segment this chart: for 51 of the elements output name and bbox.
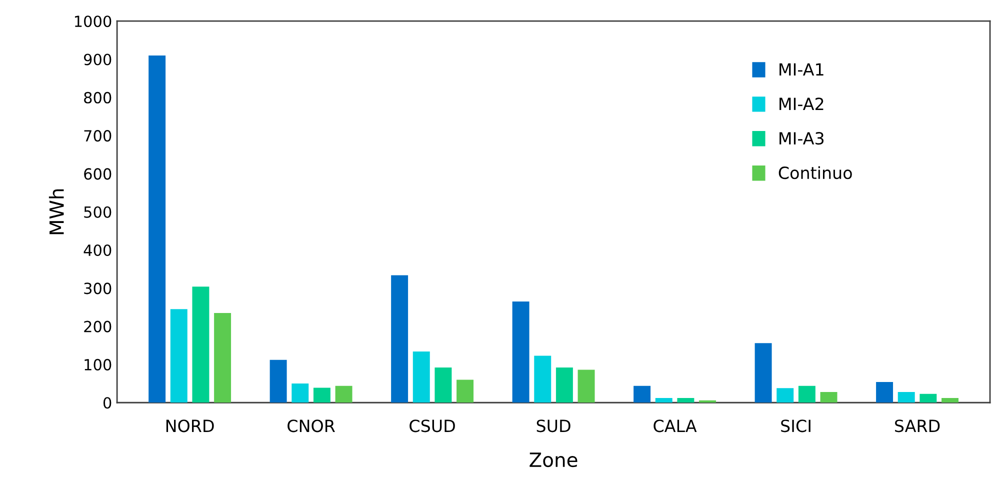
y-tick-label: 500 — [84, 206, 112, 218]
x-tick-label: NORD — [166, 420, 214, 432]
x-tick-label: SARD — [895, 420, 940, 432]
x-tick-label: SICI — [781, 420, 810, 432]
bar — [534, 356, 552, 403]
bar — [391, 275, 408, 403]
bar — [148, 55, 166, 403]
bar — [677, 398, 694, 403]
bar — [920, 394, 937, 403]
x-tick-label: SUD — [536, 420, 570, 432]
bar — [170, 309, 188, 403]
legend-label: MI-A2 — [780, 98, 824, 110]
bar — [776, 388, 794, 403]
bar — [634, 386, 651, 403]
y-tick-label: 1000 — [74, 16, 112, 28]
bar — [270, 360, 287, 403]
legend-label: MI-A1 — [780, 63, 824, 76]
y-tick-label: 900 — [84, 54, 112, 66]
bar — [578, 370, 595, 403]
x-tick-label: CALA — [654, 420, 697, 432]
bar — [655, 398, 672, 403]
y-tick-label: 700 — [84, 130, 112, 142]
bar — [335, 386, 352, 403]
bar — [876, 382, 894, 403]
x-axis-title: Zone — [530, 452, 578, 468]
bar — [456, 380, 474, 403]
bar — [434, 368, 452, 403]
bar — [313, 388, 330, 403]
bar — [512, 302, 530, 403]
y-tick-label: 400 — [84, 244, 112, 256]
legend-label: MI-A3 — [780, 132, 824, 145]
bar — [820, 392, 838, 403]
bar — [412, 352, 430, 403]
y-tick-label: 600 — [84, 168, 112, 180]
bar — [942, 398, 958, 403]
y-tick-label: 800 — [84, 92, 112, 104]
bar — [556, 368, 573, 403]
y-tick-label: 200 — [84, 320, 112, 332]
bar — [192, 286, 210, 403]
bar — [798, 386, 816, 403]
bar — [292, 384, 309, 403]
legend-label: Continuo — [778, 166, 852, 180]
y-tick-label: 300 — [84, 282, 112, 294]
x-tick-label: CNOR — [288, 420, 335, 432]
bar — [898, 392, 915, 403]
bar — [214, 312, 232, 403]
y-tick-label: 0 — [103, 397, 112, 409]
x-tick-label: CSUD — [410, 420, 455, 432]
bar — [754, 343, 772, 403]
y-tick-label: 100 — [84, 358, 112, 370]
y-axis-title: MWh — [48, 189, 64, 234]
